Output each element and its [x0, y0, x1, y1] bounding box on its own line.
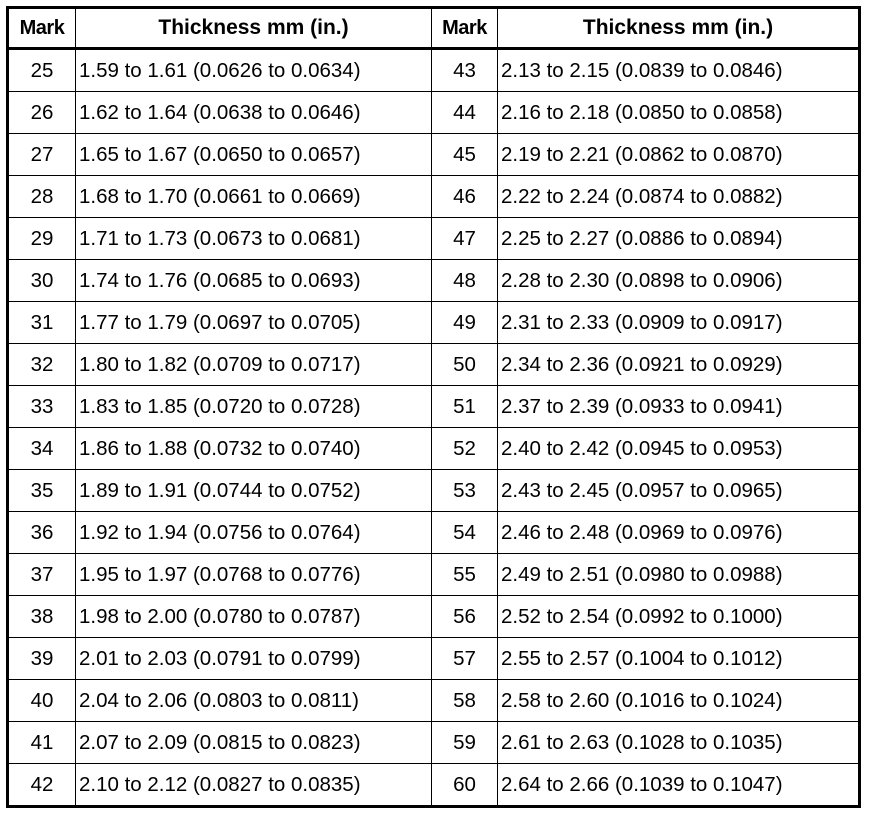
mark-cell: 26: [7, 91, 76, 134]
table-row: 30 1.74 to 1.76 (0.0685 to 0.0693) 48 2.28 …: [7, 259, 860, 302]
thickness-cell: 2.49 to 2.51 (0.0980 to 0.0988): [497, 553, 860, 596]
mark-cell: 28: [7, 175, 76, 218]
thickness-cell: 1.71 to 1.73 (0.0673 to 0.0681): [75, 217, 432, 260]
table-row: 25 1.59 to 1.61 (0.0626 to 0.0634) 43 2.13 …: [7, 48, 860, 92]
table-row: 28 1.68 to 1.70 (0.0661 to 0.0669) 46 2.22 …: [7, 175, 860, 218]
mark-cell: 33: [7, 385, 76, 428]
thickness-cell: 1.86 to 1.88 (0.0732 to 0.0740): [75, 427, 432, 470]
mark-cell: 45: [431, 133, 498, 176]
table-row: 32 1.80 to 1.82 (0.0709 to 0.0717) 50 2.34 …: [7, 343, 860, 386]
thickness-cell: 2.64 to 2.66 (0.1039 to 0.1047): [497, 763, 860, 807]
header-row: Mark Thickness mm (in.) Mark Thickness m…: [7, 7, 860, 50]
thickness-cell: 2.07 to 2.09 (0.0815 to 0.0823): [75, 721, 432, 764]
table-row: 29 1.71 to 1.73 (0.0673 to 0.0681) 47 2.25 …: [7, 217, 860, 260]
thickness-cell: 2.55 to 2.57 (0.1004 to 0.1012): [497, 637, 860, 680]
mark-cell: 25: [7, 48, 76, 92]
thickness-cell: 2.46 to 2.48 (0.0969 to 0.0976): [497, 511, 860, 554]
mark-cell: 31: [7, 301, 76, 344]
mark-cell: 43: [431, 48, 498, 92]
mark-cell: 36: [7, 511, 76, 554]
thickness-cell: 2.01 to 2.03 (0.0791 to 0.0799): [75, 637, 432, 680]
thickness-cell: 2.31 to 2.33 (0.0909 to 0.0917): [497, 301, 860, 344]
mark-cell: 59: [431, 721, 498, 764]
mark-cell: 44: [431, 91, 498, 134]
header-thickness: Thickness mm (in.): [75, 7, 432, 50]
thickness-cell: 2.61 to 2.63 (0.1028 to 0.1035): [497, 721, 860, 764]
thickness-cell: 1.62 to 1.64 (0.0638 to 0.0646): [75, 91, 432, 134]
thickness-cell: 1.59 to 1.61 (0.0626 to 0.0634): [75, 48, 432, 92]
thickness-cell: 2.04 to 2.06 (0.0803 to 0.0811): [75, 679, 432, 722]
thickness-cell: 1.83 to 1.85 (0.0720 to 0.0728): [75, 385, 432, 428]
mark-cell: 50: [431, 343, 498, 386]
thickness-cell: 1.74 to 1.76 (0.0685 to 0.0693): [75, 259, 432, 302]
header-mark: Mark: [431, 7, 498, 50]
table-row: 26 1.62 to 1.64 (0.0638 to 0.0646) 44 2.16 …: [7, 91, 860, 134]
table-row: 38 1.98 to 2.00 (0.0780 to 0.0787) 56 2.52 …: [7, 595, 860, 638]
table-row: 37 1.95 to 1.97 (0.0768 to 0.0776) 55 2.49 …: [7, 553, 860, 596]
header-thickness: Thickness mm (in.): [497, 7, 860, 50]
mark-cell: 27: [7, 133, 76, 176]
table-row: 42 2.10 to 2.12 (0.0827 to 0.0835) 60 2.64 …: [7, 763, 860, 807]
thickness-cell: 1.77 to 1.79 (0.0697 to 0.0705): [75, 301, 432, 344]
table-row: 31 1.77 to 1.79 (0.0697 to 0.0705) 49 2.31 …: [7, 301, 860, 344]
mark-cell: 49: [431, 301, 498, 344]
thickness-cell: 2.28 to 2.30 (0.0898 to 0.0906): [497, 259, 860, 302]
mark-cell: 52: [431, 427, 498, 470]
thickness-cell: 2.43 to 2.45 (0.0957 to 0.0965): [497, 469, 860, 512]
mark-cell: 37: [7, 553, 76, 596]
mark-cell: 30: [7, 259, 76, 302]
thickness-cell: 1.80 to 1.82 (0.0709 to 0.0717): [75, 343, 432, 386]
thickness-cell: 2.22 to 2.24 (0.0874 to 0.0882): [497, 175, 860, 218]
thickness-cell: 2.37 to 2.39 (0.0933 to 0.0941): [497, 385, 860, 428]
mark-cell: 48: [431, 259, 498, 302]
thickness-cell: 2.58 to 2.60 (0.1016 to 0.1024): [497, 679, 860, 722]
thickness-cell: 1.98 to 2.00 (0.0780 to 0.0787): [75, 595, 432, 638]
mark-cell: 46: [431, 175, 498, 218]
table-row: 36 1.92 to 1.94 (0.0756 to 0.0764) 54 2.46 …: [7, 511, 860, 554]
thickness-cell: 2.13 to 2.15 (0.0839 to 0.0846): [497, 48, 860, 92]
thickness-cell: 2.16 to 2.18 (0.0850 to 0.0858): [497, 91, 860, 134]
table-row: 35 1.89 to 1.91 (0.0744 to 0.0752) 53 2.43 …: [7, 469, 860, 512]
header-mark: Mark: [7, 7, 76, 50]
mark-cell: 41: [7, 721, 76, 764]
thickness-cell: 2.19 to 2.21 (0.0862 to 0.0870): [497, 133, 860, 176]
table-row: 40 2.04 to 2.06 (0.0803 to 0.0811) 58 2.58 …: [7, 679, 860, 722]
mark-cell: 47: [431, 217, 498, 260]
thickness-cell: 1.92 to 1.94 (0.0756 to 0.0764): [75, 511, 432, 554]
mark-cell: 40: [7, 679, 76, 722]
mark-cell: 51: [431, 385, 498, 428]
thickness-cell: 1.65 to 1.67 (0.0650 to 0.0657): [75, 133, 432, 176]
mark-cell: 60: [431, 763, 498, 807]
thickness-table: Mark Thickness mm (in.) Mark Thickness m…: [6, 6, 861, 808]
mark-cell: 54: [431, 511, 498, 554]
thickness-cell: 2.34 to 2.36 (0.0921 to 0.0929): [497, 343, 860, 386]
mark-cell: 32: [7, 343, 76, 386]
mark-cell: 55: [431, 553, 498, 596]
thickness-cell: 1.89 to 1.91 (0.0744 to 0.0752): [75, 469, 432, 512]
mark-cell: 38: [7, 595, 76, 638]
thickness-cell: 2.52 to 2.54 (0.0992 to 0.1000): [497, 595, 860, 638]
mark-cell: 35: [7, 469, 76, 512]
mark-cell: 42: [7, 763, 76, 807]
mark-cell: 29: [7, 217, 76, 260]
table-row: 39 2.01 to 2.03 (0.0791 to 0.0799) 57 2.55 …: [7, 637, 860, 680]
mark-cell: 53: [431, 469, 498, 512]
table-body: 25 1.59 to 1.61 (0.0626 to 0.0634) 43 2.13 …: [7, 48, 860, 807]
table-row: 27 1.65 to 1.67 (0.0650 to 0.0657) 45 2.19 …: [7, 133, 860, 176]
mark-cell: 34: [7, 427, 76, 470]
mark-cell: 56: [431, 595, 498, 638]
mark-cell: 39: [7, 637, 76, 680]
table-row: 33 1.83 to 1.85 (0.0720 to 0.0728) 51 2.37 …: [7, 385, 860, 428]
thickness-cell: 1.68 to 1.70 (0.0661 to 0.0669): [75, 175, 432, 218]
mark-cell: 58: [431, 679, 498, 722]
table-row: 41 2.07 to 2.09 (0.0815 to 0.0823) 59 2.61 …: [7, 721, 860, 764]
mark-cell: 57: [431, 637, 498, 680]
thickness-cell: 2.40 to 2.42 (0.0945 to 0.0953): [497, 427, 860, 470]
table-row: 34 1.86 to 1.88 (0.0732 to 0.0740) 52 2.40 …: [7, 427, 860, 470]
thickness-cell: 2.25 to 2.27 (0.0886 to 0.0894): [497, 217, 860, 260]
thickness-cell: 2.10 to 2.12 (0.0827 to 0.0835): [75, 763, 432, 807]
thickness-cell: 1.95 to 1.97 (0.0768 to 0.0776): [75, 553, 432, 596]
